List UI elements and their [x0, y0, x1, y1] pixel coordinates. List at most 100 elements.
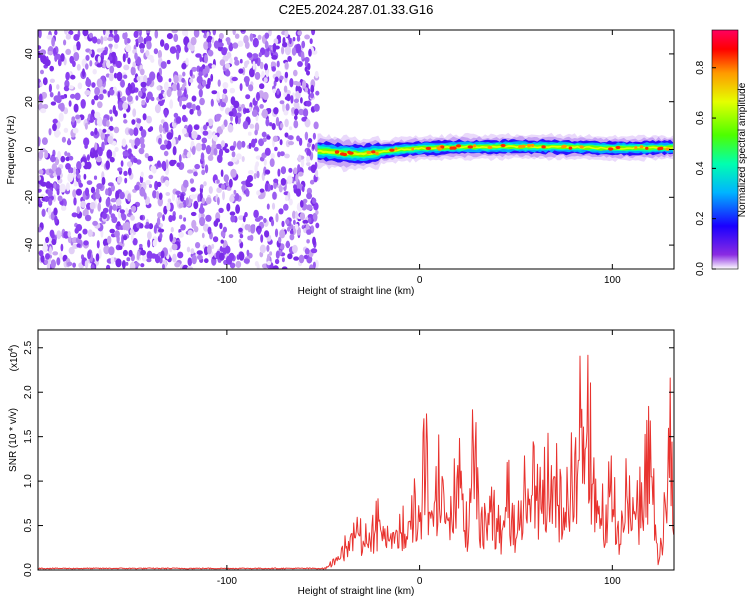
noise-blob — [242, 120, 249, 130]
noise-blob — [289, 78, 294, 88]
noise-blob — [253, 146, 259, 152]
noise-blob — [272, 135, 279, 142]
noise-blob — [38, 250, 44, 257]
noise-blob — [157, 49, 162, 59]
signal-hotspot — [657, 147, 662, 151]
x-tick-label: 0 — [417, 576, 423, 587]
noise-blob — [186, 151, 192, 159]
noise-blob — [84, 90, 91, 96]
noise-blob — [88, 50, 93, 55]
noise-blob — [264, 40, 269, 50]
noise-blob — [305, 100, 312, 107]
noise-blob — [203, 223, 209, 232]
noise-blob — [73, 103, 79, 113]
noise-blob — [200, 152, 205, 162]
noise-blob — [74, 92, 81, 101]
noise-blob — [168, 78, 172, 83]
noise-blob — [92, 148, 98, 158]
noise-blob — [299, 212, 306, 221]
noise-blob — [105, 197, 111, 207]
noise-blob — [195, 242, 201, 249]
noise-blob — [270, 219, 275, 227]
noise-blob — [252, 60, 256, 70]
noise-blob — [277, 37, 281, 43]
noise-blob — [186, 246, 191, 253]
noise-blob — [190, 211, 197, 217]
noise-blob — [288, 167, 293, 173]
noise-blob — [63, 39, 67, 46]
noise-blob — [82, 30, 89, 37]
noise-blob — [180, 224, 186, 231]
noise-blob — [289, 229, 294, 235]
noise-blob — [308, 48, 312, 57]
noise-blob — [193, 30, 200, 38]
noise-blob — [295, 43, 302, 54]
noise-blob — [75, 224, 83, 232]
noise-blob — [94, 127, 98, 135]
noise-blob — [57, 150, 61, 160]
noise-blob — [147, 155, 153, 161]
noise-blob — [294, 108, 299, 116]
noise-blob — [80, 99, 86, 109]
noise-blob — [300, 97, 303, 104]
noise-blob — [221, 93, 226, 99]
noise-blob — [186, 102, 192, 109]
noise-blob — [205, 214, 212, 222]
noise-blob — [95, 253, 100, 262]
noise-blob — [287, 55, 292, 62]
noise-blob — [210, 98, 214, 107]
signal-hotspot — [526, 143, 532, 148]
noise-blob — [175, 116, 182, 124]
noise-blob — [287, 253, 293, 260]
noise-blob — [96, 63, 103, 68]
noise-blob — [235, 115, 239, 125]
noise-blob — [102, 212, 108, 220]
noise-blob — [309, 92, 315, 99]
noise-blob — [219, 252, 225, 261]
noise-blob — [75, 169, 79, 177]
noise-blob — [237, 40, 244, 47]
noise-blob — [281, 46, 285, 55]
noise-blob — [112, 204, 117, 211]
noise-blob — [55, 95, 62, 104]
noise-blob — [122, 53, 126, 63]
noise-blob — [147, 54, 154, 60]
noise-blob — [191, 146, 196, 155]
noise-blob — [296, 35, 301, 42]
snr-y-ticks: 0.0 0.5 1.0 1.5 2.0 2.5 — [23, 340, 674, 577]
noise-blob — [102, 128, 107, 133]
noise-blob — [244, 108, 251, 113]
noise-blob — [107, 129, 111, 135]
noise-blob — [165, 159, 169, 169]
noise-blob — [117, 176, 123, 184]
noise-blob — [304, 118, 311, 128]
noise-blob — [216, 179, 220, 184]
noise-blob — [158, 192, 163, 200]
noise-blob — [251, 109, 258, 117]
noise-blob — [172, 146, 177, 156]
noise-blob — [257, 34, 262, 40]
colorbar-gradient — [711, 29, 739, 270]
noise-blob — [49, 65, 54, 72]
noise-blob — [259, 83, 265, 90]
noise-blob — [304, 87, 309, 93]
noise-blob — [82, 228, 88, 235]
noise-blob — [258, 52, 262, 58]
y-tick-label: -20 — [24, 190, 35, 205]
noise-blob — [300, 200, 304, 208]
noise-blob — [120, 79, 125, 88]
noise-blob — [267, 108, 272, 114]
noise-blob — [80, 200, 86, 208]
noise-blob — [271, 123, 276, 130]
noise-blob — [166, 202, 171, 212]
noise-blob — [288, 141, 294, 146]
noise-blob — [243, 35, 249, 44]
noise-blob — [59, 252, 63, 260]
noise-blob — [247, 224, 251, 233]
noise-blob — [191, 219, 197, 229]
noise-blob — [60, 243, 64, 252]
noise-blob — [109, 30, 113, 34]
noise-blob — [152, 239, 157, 247]
noise-blob — [93, 175, 98, 180]
noise-blob — [56, 257, 61, 266]
